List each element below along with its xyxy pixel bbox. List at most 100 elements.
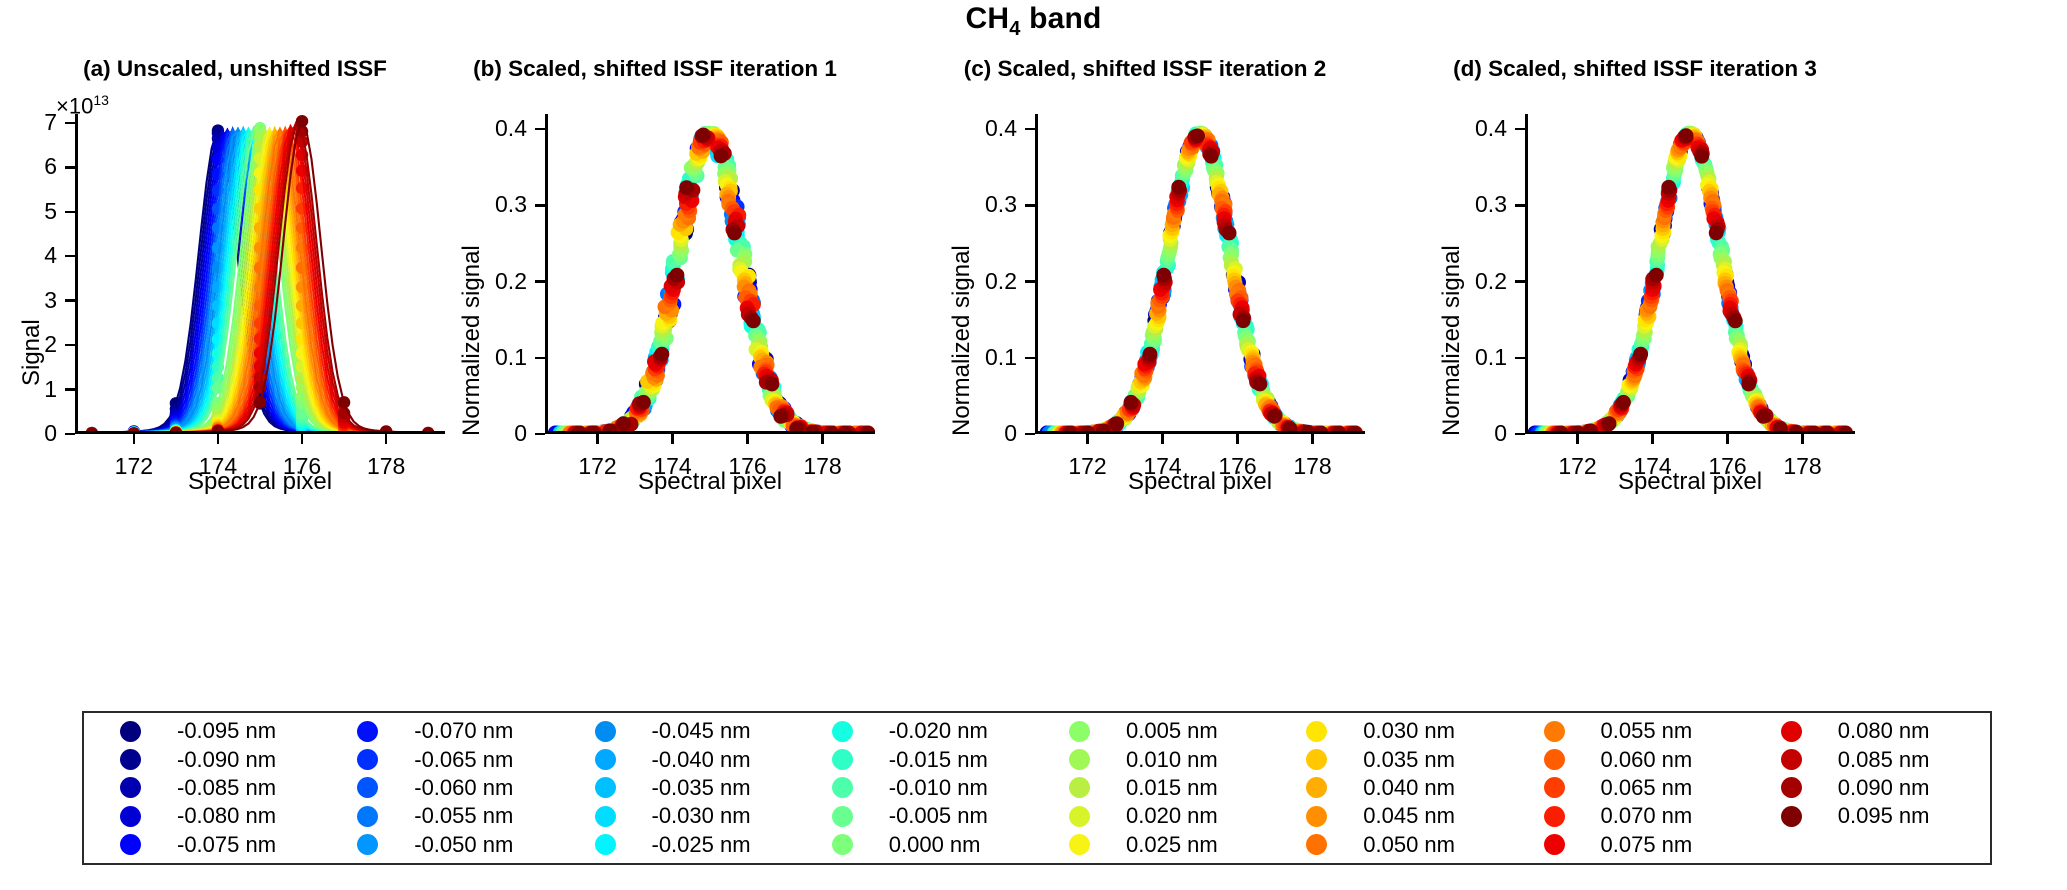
y-axis-tick bbox=[65, 166, 75, 169]
legend-marker-dot bbox=[120, 749, 141, 771]
legend-item[interactable]: 0.085 nm bbox=[1747, 745, 1984, 773]
legend-item[interactable]: -0.035 nm bbox=[561, 774, 798, 802]
panel-a-x-axis bbox=[75, 431, 445, 434]
y-axis-tick-label: 0 bbox=[1004, 420, 1017, 446]
legend-item[interactable]: 0.060 nm bbox=[1510, 745, 1747, 773]
legend-item[interactable]: -0.015 nm bbox=[798, 745, 1035, 773]
issf-marker bbox=[1616, 394, 1631, 410]
legend-item[interactable]: -0.010 nm bbox=[798, 774, 1035, 802]
panel-a-curves bbox=[75, 114, 445, 434]
legend-item[interactable]: 0.005 nm bbox=[1035, 717, 1272, 745]
legend-item[interactable]: -0.080 nm bbox=[86, 802, 323, 830]
legend-marker-dot bbox=[357, 777, 379, 799]
y-axis-tick bbox=[1515, 432, 1525, 436]
legend-item[interactable]: -0.005 nm bbox=[798, 802, 1035, 830]
panel-d-title: (d) Scaled, shifted ISSF iteration 3 bbox=[1453, 56, 1817, 81]
legend-item[interactable]: 0.045 nm bbox=[1272, 802, 1509, 830]
legend-item[interactable]: 0.090 nm bbox=[1747, 774, 1984, 802]
legend-item[interactable]: 0.080 nm bbox=[1747, 717, 1984, 745]
legend-item-label: -0.050 nm bbox=[414, 831, 514, 857]
legend-item[interactable]: 0.095 nm bbox=[1747, 802, 1984, 830]
legend-item[interactable]: 0.050 nm bbox=[1272, 831, 1509, 859]
figure-title: CH4 band bbox=[0, 2, 2067, 41]
legend-item[interactable]: -0.030 nm bbox=[561, 802, 798, 830]
legend-item-label: -0.005 nm bbox=[888, 803, 988, 829]
legend-item-label: -0.040 nm bbox=[651, 746, 751, 772]
y-axis-tick-label: 0.3 bbox=[985, 191, 1017, 218]
legend-item[interactable]: 0.070 nm bbox=[1510, 802, 1747, 830]
legend-item-label: -0.080 nm bbox=[177, 803, 277, 829]
issf-marker bbox=[1095, 423, 1111, 434]
issf-marker bbox=[616, 416, 631, 432]
panel-c-curves bbox=[1035, 114, 1365, 434]
legend-item[interactable]: -0.065 nm bbox=[323, 745, 560, 773]
legend-item-label: 0.080 nm bbox=[1837, 718, 1930, 744]
panel-b-plot-area: 0 0.1 0.2 0.3 0.4 172 174 176 178 bbox=[495, 114, 875, 478]
legend-marker-dot bbox=[594, 834, 616, 856]
issf-marker bbox=[1142, 346, 1158, 362]
legend-marker-dot bbox=[120, 720, 141, 742]
legend-item[interactable]: -0.075 nm bbox=[86, 831, 323, 859]
issf-marker bbox=[1582, 423, 1598, 434]
legend-item[interactable]: 0.065 nm bbox=[1510, 774, 1747, 802]
legend-item[interactable]: -0.045 nm bbox=[561, 717, 798, 745]
legend-item[interactable]: -0.050 nm bbox=[323, 831, 560, 859]
legend-item[interactable]: -0.070 nm bbox=[323, 717, 560, 745]
legend-item[interactable]: -0.020 nm bbox=[798, 717, 1035, 745]
legend-item[interactable]: -0.040 nm bbox=[561, 745, 798, 773]
legend-item[interactable]: 0.030 nm bbox=[1272, 717, 1509, 745]
y-axis-tick-label: 0.4 bbox=[495, 115, 527, 142]
legend-box: -0.095 nm -0.090 nm -0.085 nm -0.080 nm -0.0… bbox=[82, 711, 1992, 865]
legend-item[interactable]: 0.020 nm bbox=[1035, 802, 1272, 830]
x-axis-tick bbox=[596, 434, 599, 444]
y-axis-tick-label: 0.2 bbox=[1475, 267, 1507, 294]
issf-marker bbox=[695, 127, 711, 143]
legend-marker-dot bbox=[831, 777, 853, 799]
x-axis-tick bbox=[1576, 434, 1579, 444]
legend-marker-dot bbox=[594, 805, 616, 827]
legend-item-label: 0.040 nm bbox=[1363, 774, 1455, 800]
legend-grid: -0.095 nm -0.090 nm -0.085 nm -0.080 nm -0.0… bbox=[84, 713, 1990, 863]
legend-item[interactable]: -0.025 nm bbox=[561, 831, 798, 859]
legend-marker-dot bbox=[357, 805, 379, 827]
y-axis-tick bbox=[65, 388, 75, 391]
issf-marker bbox=[337, 396, 351, 409]
panel-a-xlabel: Spectral pixel bbox=[187, 468, 333, 495]
issf-marker bbox=[1221, 225, 1237, 241]
issf-marker bbox=[1727, 313, 1743, 329]
legend-item[interactable]: -0.090 nm bbox=[86, 745, 323, 773]
legend-item[interactable]: 0.035 nm bbox=[1272, 745, 1509, 773]
legend-item[interactable]: 0.000 nm bbox=[798, 831, 1035, 859]
panel-c: (c) Scaled, shifted ISSF iteration 2 Nor… bbox=[910, 56, 1380, 496]
legend-item-label: 0.035 nm bbox=[1363, 746, 1455, 772]
legend-item[interactable]: -0.085 nm bbox=[86, 774, 323, 802]
legend-item-label: 0.030 nm bbox=[1363, 718, 1455, 744]
legend-item[interactable]: -0.055 nm bbox=[323, 802, 560, 830]
legend-marker-dot bbox=[594, 777, 616, 799]
x-axis-tick bbox=[1311, 434, 1314, 444]
panel-d-x-axis bbox=[1525, 431, 1855, 434]
y-axis-tick-label: 0.4 bbox=[1475, 115, 1507, 142]
legend-item[interactable]: -0.060 nm bbox=[323, 774, 560, 802]
y-axis-tick-label: 0 bbox=[44, 420, 57, 446]
x-axis-tick bbox=[132, 434, 136, 444]
panel-a-exponent: ×1013 bbox=[56, 92, 109, 119]
issf-marker bbox=[1708, 225, 1724, 241]
x-axis-tick bbox=[821, 434, 824, 444]
x-axis-tick bbox=[1801, 434, 1804, 444]
legend-item[interactable]: -0.095 nm bbox=[86, 717, 323, 745]
y-axis-tick bbox=[1025, 432, 1035, 436]
issf-marker bbox=[1171, 179, 1187, 195]
curve-canvas bbox=[1035, 125, 1365, 434]
legend-item[interactable]: 0.055 nm bbox=[1510, 717, 1747, 745]
legend-item[interactable]: 0.025 nm bbox=[1035, 831, 1272, 859]
legend-item[interactable]: 0.015 nm bbox=[1035, 774, 1272, 802]
legend-item-label: 0.015 nm bbox=[1126, 774, 1218, 800]
x-axis-tick-label: 174 bbox=[653, 453, 692, 479]
reference-issf-curve bbox=[1035, 131, 1365, 434]
legend-marker-dot bbox=[357, 834, 379, 856]
legend-item[interactable]: 0.010 nm bbox=[1035, 745, 1272, 773]
legend-item-label: 0.070 nm bbox=[1600, 803, 1693, 829]
legend-item[interactable]: 0.040 nm bbox=[1272, 774, 1509, 802]
legend-item[interactable]: 0.075 nm bbox=[1510, 831, 1747, 859]
